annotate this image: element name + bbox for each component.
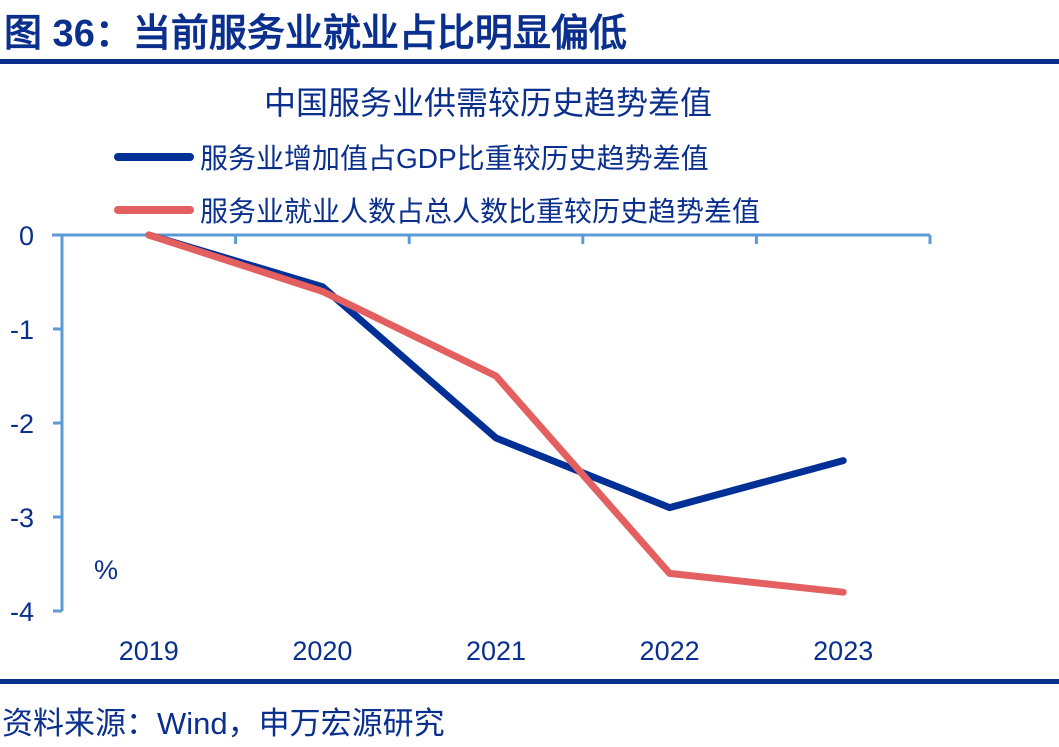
legend-label: 服务业增加值占GDP比重较历史趋势差值 (200, 143, 709, 174)
x-tick-label: 2021 (466, 636, 526, 666)
y-tick-label: 0 (19, 221, 34, 251)
top-rule (0, 59, 1059, 64)
y-tick-label: -4 (10, 597, 34, 627)
series-line-2 (145, 231, 847, 596)
legend-label: 服务业就业人数占总人数比重较历史趋势差值 (200, 196, 760, 227)
x-tick-label: 2023 (813, 636, 873, 666)
series-line-1 (145, 231, 847, 512)
chart-title: 中国服务业供需较历史趋势差值 (264, 85, 712, 121)
axes: 0 -1 -2 -3 -4 2019 2020 2021 2022 2023 (10, 221, 932, 666)
y-axis-unit-label: % (94, 555, 118, 585)
y-tick-label: -2 (10, 409, 34, 439)
source-note: 资料来源：Wind，申万宏源研究 (2, 706, 445, 741)
x-tick-label: 2019 (119, 636, 179, 666)
y-tick-label: -1 (10, 315, 34, 345)
bottom-rule (0, 679, 1059, 684)
y-tick-label: -3 (10, 503, 34, 533)
series-lines (145, 231, 847, 596)
line-chart: 中国服务业供需较历史趋势差值 服务业增加值占GDP比重较历史趋势差值服务业就业人… (10, 85, 932, 666)
x-tick-label: 2022 (640, 636, 700, 666)
x-tick-label: 2020 (292, 636, 352, 666)
figure-title: 图 36：当前服务业就业占比明显偏低 (4, 13, 627, 55)
